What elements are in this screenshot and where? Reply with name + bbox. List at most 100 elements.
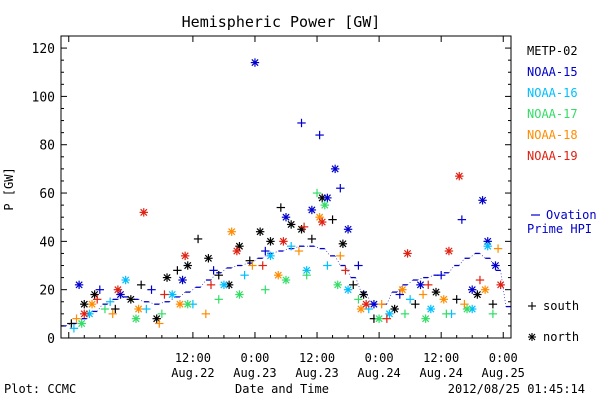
north-point (175, 299, 185, 309)
mark-stroke (80, 300, 88, 308)
north-point (183, 261, 192, 270)
south-point (261, 246, 270, 256)
north-point (333, 280, 342, 290)
ovation-link (324, 248, 331, 257)
x-tick-label-date: Aug.25 (482, 366, 525, 380)
x-tick-label-time: 0:00 (365, 351, 394, 365)
ovation-link (221, 267, 227, 273)
mark-stroke (318, 194, 326, 202)
north-point (139, 208, 148, 217)
south-point (157, 309, 167, 319)
north-point (126, 295, 136, 304)
north-point (134, 304, 143, 314)
mark-stroke (266, 252, 275, 260)
south-point (424, 280, 433, 290)
ovation-link (314, 245, 320, 249)
x-tick-label-date: Aug.23 (233, 366, 276, 380)
mark-stroke (344, 225, 352, 233)
mark-stroke (398, 286, 406, 294)
series-noaa-19 (80, 171, 505, 323)
north-point (235, 290, 244, 299)
north-point (330, 164, 340, 174)
y-tick-label: 60 (39, 187, 55, 202)
legend-entry: NOAA-15 (527, 65, 578, 79)
mark-stroke (287, 220, 295, 229)
y-tick-label: 40 (39, 235, 55, 250)
south-point (261, 285, 270, 294)
mark-stroke (228, 228, 236, 236)
south-point (436, 270, 446, 280)
mark-stroke (455, 172, 463, 180)
south-point (173, 266, 182, 275)
south-point (328, 215, 337, 224)
series-noaa-15 (74, 58, 500, 309)
south-point (276, 203, 286, 212)
mark-stroke (235, 290, 244, 299)
y-tick-label: 0 (47, 332, 55, 347)
mark-stroke (114, 286, 122, 294)
mark-stroke (484, 242, 492, 250)
mark-stroke (528, 333, 536, 341)
north-point (421, 314, 430, 323)
south-point (475, 275, 485, 285)
y-tick-label: 20 (39, 284, 55, 299)
south-point (111, 304, 120, 314)
north-point (478, 196, 487, 205)
chart-header: Hemispheric Power [GW] (182, 13, 381, 31)
north-point (80, 299, 89, 309)
north-point (178, 275, 187, 285)
south-point (214, 295, 223, 304)
mark-stroke (153, 315, 161, 323)
south-point (411, 299, 420, 309)
ovation-link (334, 255, 341, 266)
ovation-legend: Ovation Prime HPI (527, 208, 597, 236)
south-point (100, 304, 110, 314)
mark-stroke (445, 247, 453, 255)
south-point (341, 266, 350, 275)
south-point (349, 280, 358, 290)
x-tick-label-time: 12:00 (299, 351, 335, 365)
south-point (286, 241, 296, 251)
south-point (460, 299, 469, 309)
mark-stroke (181, 252, 189, 260)
legend-entry: NOAA-18 (527, 128, 578, 142)
series-noaa-18 (72, 213, 503, 328)
south-point (312, 188, 322, 198)
north-point (338, 239, 348, 248)
legend-entry: METP-02 (527, 44, 578, 58)
mark-stroke (318, 218, 326, 226)
mark-stroke (122, 276, 130, 284)
north-point (121, 275, 130, 285)
mark-stroke (85, 310, 94, 318)
mark-stroke (184, 300, 192, 308)
north-point (369, 299, 379, 309)
mark-stroke (370, 300, 378, 308)
mark-stroke (440, 295, 448, 303)
ovation-link (458, 258, 465, 266)
south-point (488, 299, 498, 309)
south-point (245, 256, 254, 265)
south-symbol (528, 302, 536, 310)
south-point (302, 270, 311, 280)
ovation-link (365, 291, 372, 305)
north-point (131, 314, 141, 323)
north-point (266, 237, 275, 246)
ovation-legend-line1: Ovation (546, 208, 597, 222)
ovation-link (407, 279, 414, 286)
chart-footer: Plot: CCMC 2012/08/25 01:45:14 (4, 382, 585, 396)
legend-entry: NOAA-16 (527, 86, 578, 100)
mark-stroke (135, 305, 143, 313)
mark-stroke (427, 305, 435, 313)
south-point (93, 295, 102, 304)
ovation-link (200, 279, 207, 288)
north-point (162, 273, 172, 282)
south-point (136, 280, 146, 290)
south-point (493, 244, 503, 253)
north-point (227, 227, 236, 236)
mark-stroke (140, 208, 148, 216)
north-point (85, 309, 94, 319)
mark-stroke (473, 290, 481, 299)
mark-stroke (308, 206, 316, 214)
legend-entry: NOAA-19 (527, 149, 578, 163)
ovation-link (293, 245, 300, 249)
